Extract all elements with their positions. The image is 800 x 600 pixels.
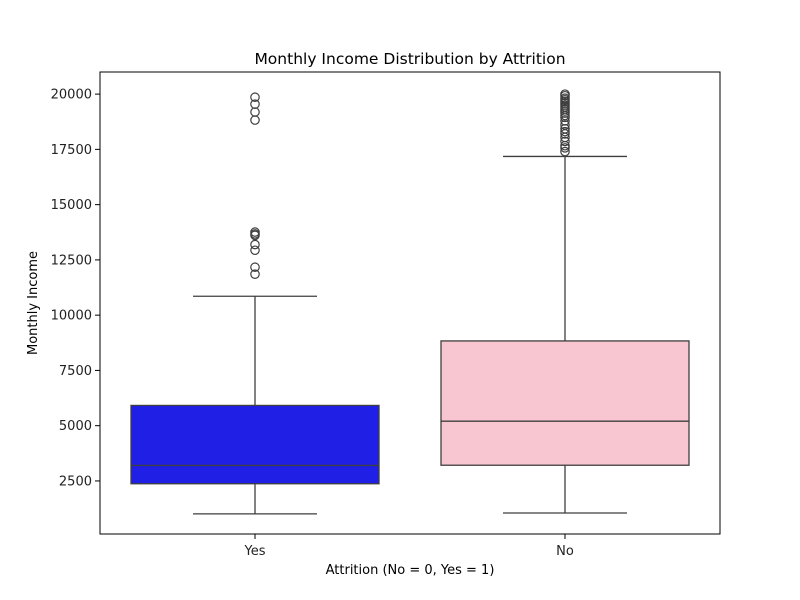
plot-frame [99, 71, 721, 535]
y-tick-label: 17500 [51, 143, 92, 158]
outlier-point [560, 116, 570, 126]
outlier-point [560, 126, 570, 137]
outlier-point [560, 120, 570, 130]
chart-title: Monthly Income Distribution by Attrition [254, 50, 565, 68]
x-tick-label: No [556, 544, 574, 559]
y-tick-label: 15000 [51, 198, 92, 213]
outlier-point [250, 262, 260, 273]
outlier-point [560, 89, 570, 99]
outlier-point [250, 115, 260, 125]
outlier-point [250, 227, 260, 237]
outlier-point [250, 92, 260, 103]
outlier-point [250, 99, 260, 109]
box-yes [130, 92, 380, 515]
outlier-point [250, 269, 260, 279]
y-tick-label: 5000 [59, 419, 92, 434]
x-axis: Yes No [244, 534, 574, 559]
y-tick-label: 2500 [59, 474, 92, 489]
iqr-box [440, 340, 690, 466]
iqr-box [130, 404, 380, 485]
y-tick-label: 10000 [51, 309, 92, 324]
y-axis-title: Monthly Income [26, 251, 41, 355]
x-tick-label: Yes [244, 544, 266, 559]
y-axis: 2500 5000 7500 10000 12500 15000 17500 20000 [51, 88, 100, 489]
y-tick-label: 12500 [51, 253, 92, 268]
plot-marks [130, 89, 690, 515]
outlier-point [250, 245, 260, 256]
x-axis-title: Attrition (No = 0, Yes = 1) [326, 563, 495, 578]
outlier-point [560, 93, 570, 103]
y-tick-label: 7500 [59, 364, 92, 379]
outlier-point [250, 107, 260, 117]
y-tick-label: 20000 [51, 88, 92, 103]
outlier-point [560, 146, 570, 157]
box-no [440, 89, 690, 514]
outlier-point [560, 136, 570, 147]
outlier-point [250, 239, 260, 250]
